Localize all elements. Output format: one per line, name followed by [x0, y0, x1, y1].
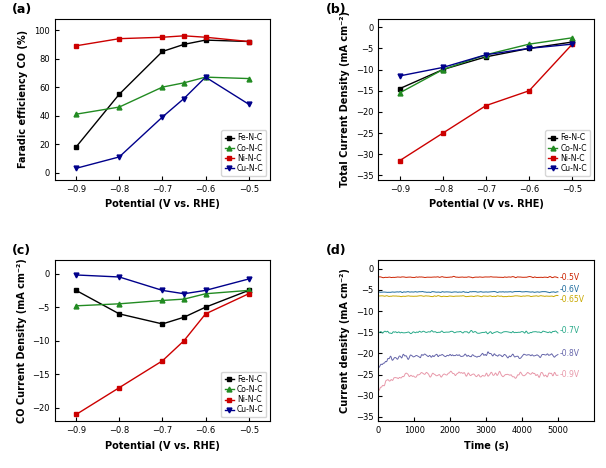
Legend: Fe-N-C, Co-N-C, Ni-N-C, Cu-N-C: Fe-N-C, Co-N-C, Ni-N-C, Cu-N-C	[222, 131, 267, 176]
Text: (b): (b)	[327, 2, 347, 15]
Text: -0.6V: -0.6V	[560, 285, 580, 294]
Legend: Fe-N-C, Co-N-C, Ni-N-C, Cu-N-C: Fe-N-C, Co-N-C, Ni-N-C, Cu-N-C	[545, 131, 590, 176]
Y-axis label: Current density (mA cm⁻²): Current density (mA cm⁻²)	[340, 268, 350, 413]
Text: (d): (d)	[327, 244, 347, 257]
X-axis label: Potential (V vs. RHE): Potential (V vs. RHE)	[428, 199, 544, 209]
Text: -0.5V: -0.5V	[560, 273, 580, 282]
Text: (a): (a)	[12, 2, 32, 15]
Text: -0.8V: -0.8V	[560, 349, 580, 358]
Text: -0.65V: -0.65V	[560, 295, 585, 304]
Text: -0.9V: -0.9V	[560, 370, 580, 379]
X-axis label: Potential (V vs. RHE): Potential (V vs. RHE)	[105, 440, 220, 451]
Y-axis label: Total Current Density (mA cm⁻²): Total Current Density (mA cm⁻²)	[340, 11, 350, 187]
X-axis label: Potential (V vs. RHE): Potential (V vs. RHE)	[105, 199, 220, 209]
Text: (c): (c)	[12, 244, 30, 257]
Y-axis label: Faradic efficiency CO (%): Faradic efficiency CO (%)	[18, 30, 28, 168]
Y-axis label: CO Current Density (mA cm⁻²): CO Current Density (mA cm⁻²)	[16, 258, 27, 423]
Legend: Fe-N-C, Co-N-C, Ni-N-C, Cu-N-C: Fe-N-C, Co-N-C, Ni-N-C, Cu-N-C	[222, 372, 267, 417]
X-axis label: Time (s): Time (s)	[464, 440, 508, 451]
Text: -0.7V: -0.7V	[560, 326, 580, 335]
